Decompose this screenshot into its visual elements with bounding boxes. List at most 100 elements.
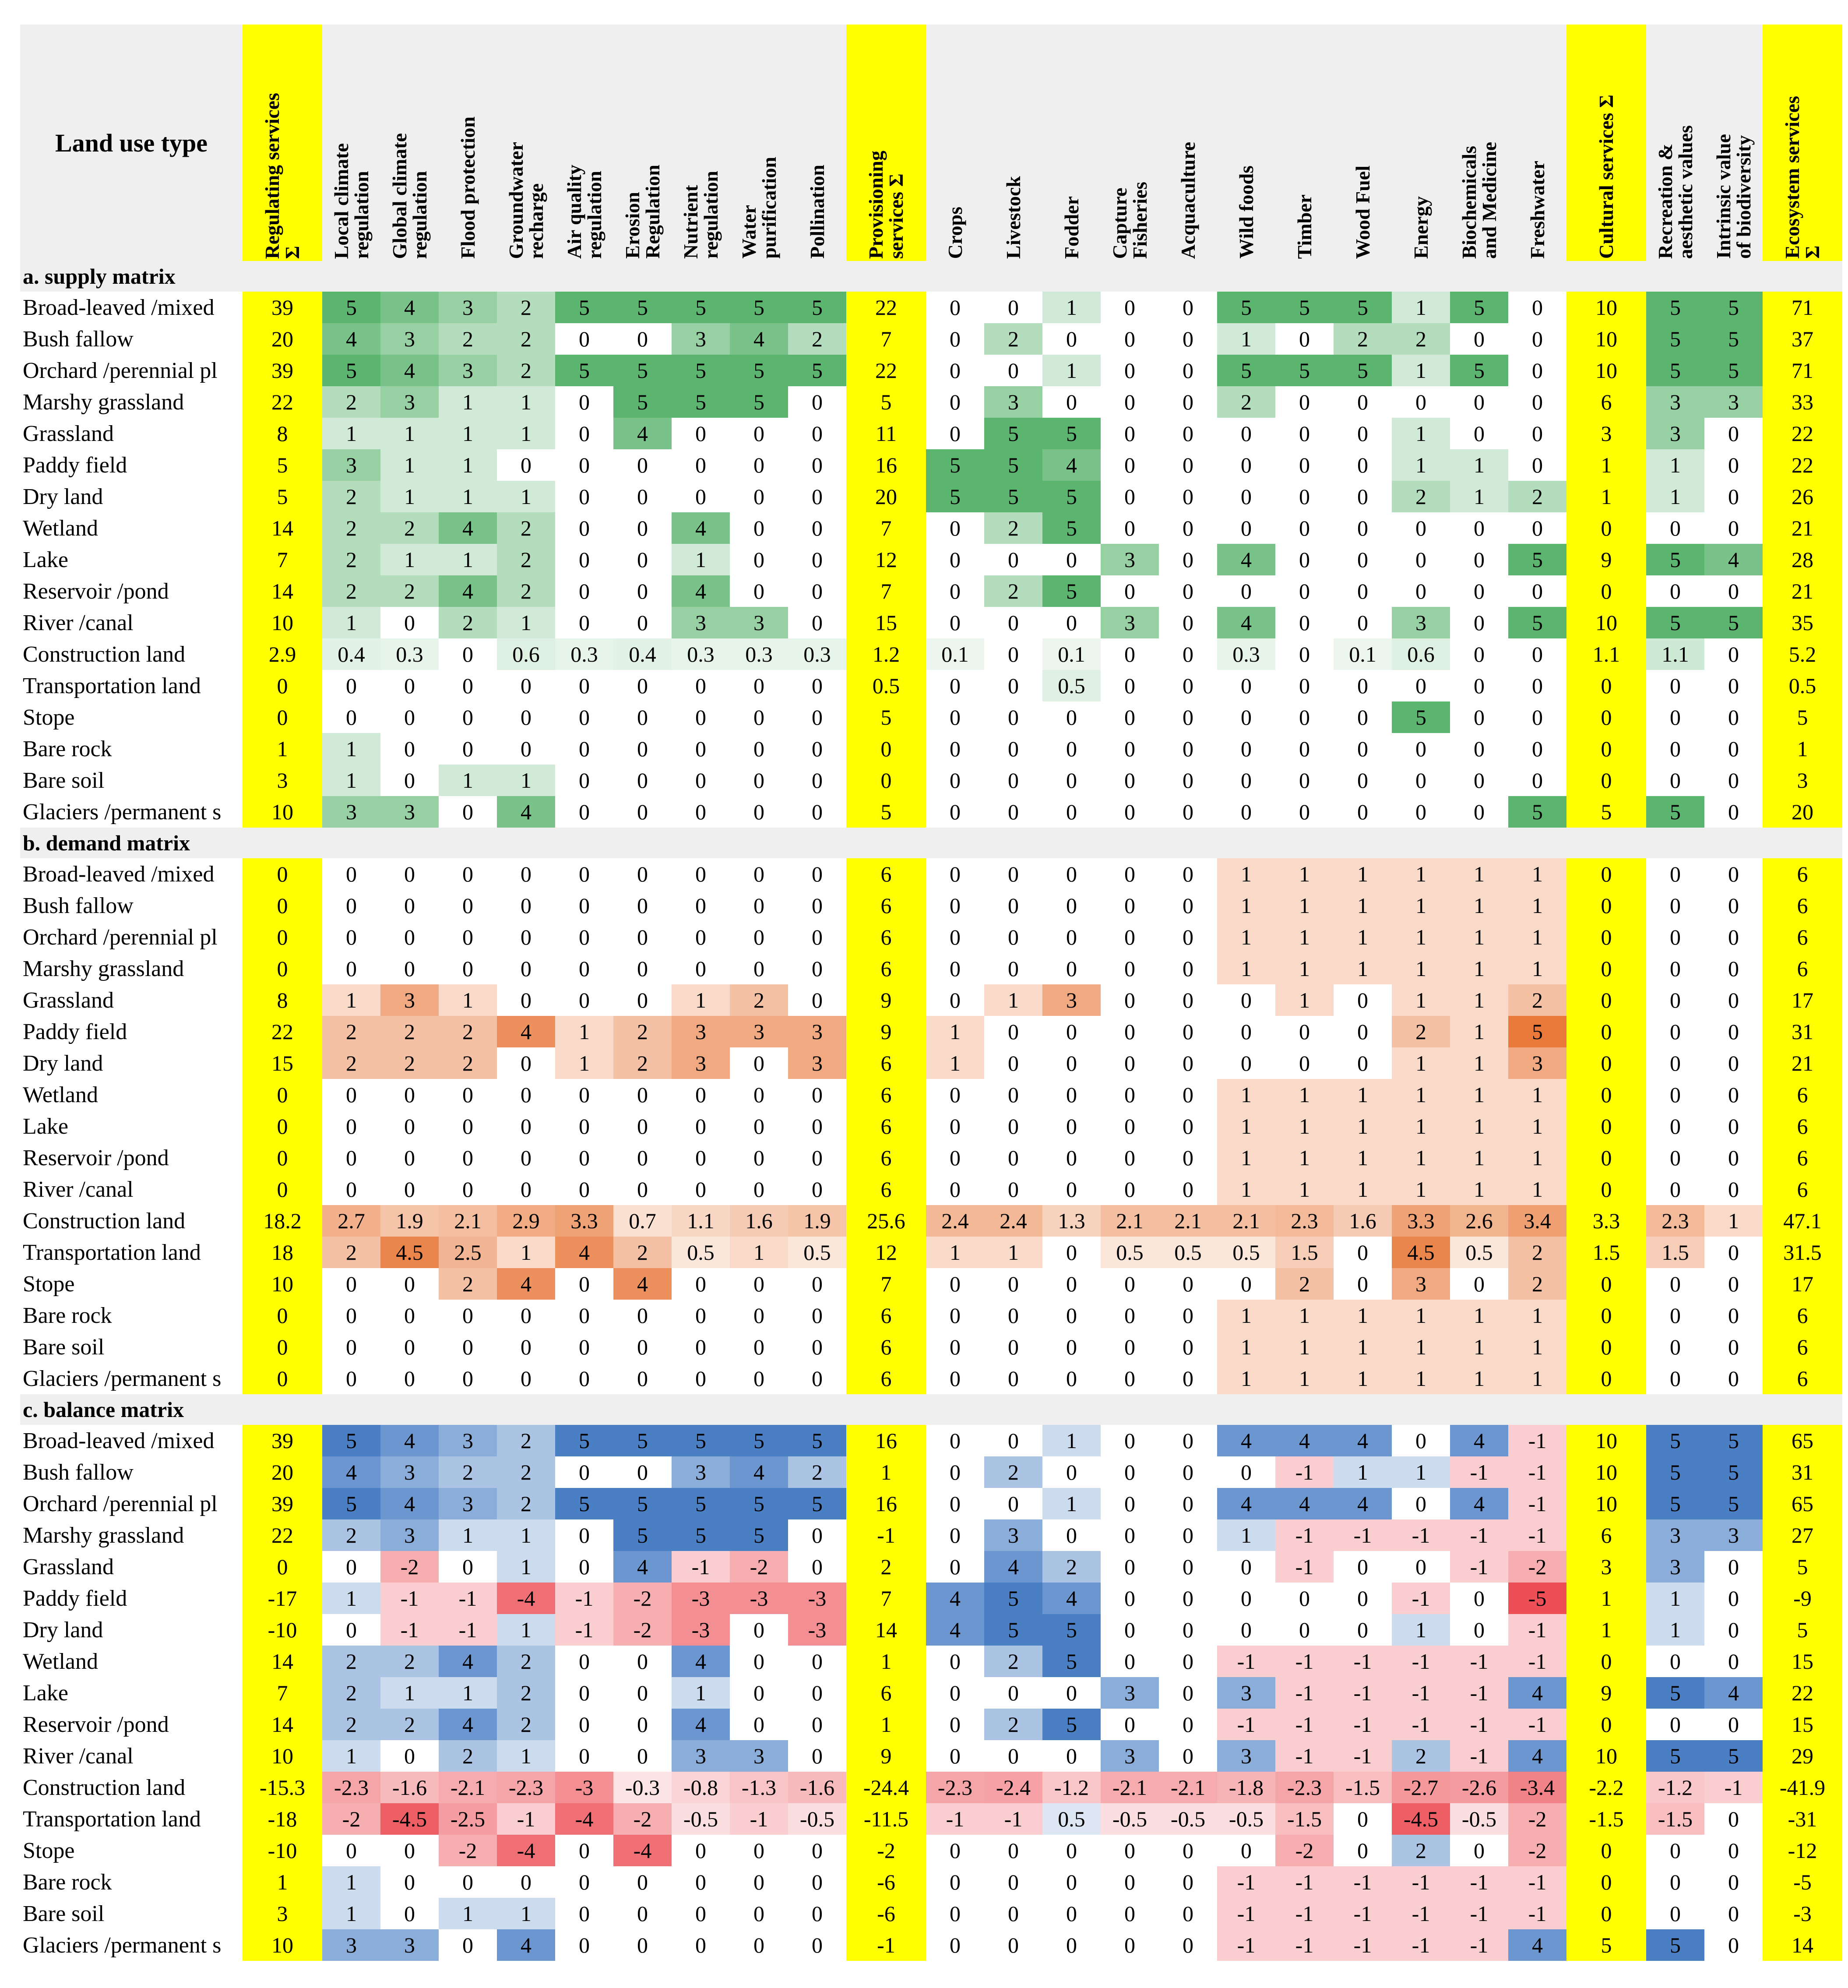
sum-cell-prov_sum: 6 (846, 1331, 926, 1363)
data-cell-water: 0.3 (730, 638, 788, 670)
data-cell-flood: 3 (439, 1488, 497, 1519)
data-cell-biodiversity: 0 (1704, 1110, 1763, 1142)
data-cell-woodfuel: 1 (1334, 953, 1392, 984)
data-cell-flood: 3 (439, 1425, 497, 1456)
data-cell-fisheries: 0 (1101, 765, 1159, 796)
data-cell-woodfuel: -1 (1334, 1709, 1392, 1740)
data-cell-fisheries: 2.1 (1101, 1205, 1159, 1237)
table-row: Bush fallow 20 4 3 2 2 0 0 3 4 2 7 0 2 0 0 0 1 0 2 2 0 0 10 5 5 37 (20, 323, 1842, 355)
data-cell-fodder: 1 (1042, 355, 1101, 386)
sum-cell-cult_sum: 10 (1566, 1425, 1646, 1456)
data-cell-nutrient: 0 (672, 953, 730, 984)
data-cell-nutrient: 0 (672, 1929, 730, 1961)
data-cell-water: -1 (730, 1803, 788, 1835)
data-cell-woodfuel: 1 (1334, 1110, 1392, 1142)
data-cell-aquaculture: 0 (1159, 858, 1217, 890)
row-label: Wetland (23, 1082, 98, 1107)
sum-cell-eco_sum: 31.5 (1763, 1237, 1842, 1268)
row-label: Construction land (23, 1208, 186, 1234)
data-cell-freshwater: 0 (1508, 355, 1566, 386)
data-cell-recreation: 3 (1646, 1551, 1704, 1583)
data-cell-groundwater: 0 (497, 1174, 555, 1205)
data-cell-timber: 0 (1275, 607, 1334, 638)
data-cell-recreation: 5 (1646, 1425, 1704, 1456)
data-cell-erosion: -0.3 (613, 1772, 672, 1803)
data-cell-timber: 0 (1275, 1047, 1334, 1079)
sum-cell-reg_sum: 0 (243, 1174, 322, 1205)
data-cell-pollination: -3 (788, 1614, 846, 1646)
data-cell-global_climate: 3 (380, 1519, 439, 1551)
data-cell-local_climate: 1 (322, 733, 380, 765)
data-cell-global_climate: 0 (380, 1331, 439, 1363)
data-cell-global_climate: 3 (380, 323, 439, 355)
table-row: Transportation land -18 -2 -4.5 -2.5 -1 -4 -2 -0… (20, 1803, 1842, 1835)
data-cell-freshwater: 4 (1508, 1740, 1566, 1772)
data-cell-energy: 1 (1392, 449, 1450, 481)
data-cell-global_climate: 3 (380, 796, 439, 828)
data-cell-energy: 0 (1392, 670, 1450, 701)
data-cell-freshwater: 2 (1508, 1268, 1566, 1300)
data-cell-freshwater: -3.4 (1508, 1772, 1566, 1803)
data-cell-energy: -1 (1392, 1929, 1450, 1961)
data-cell-groundwater: 0 (497, 1110, 555, 1142)
data-cell-aquaculture: 0 (1159, 1047, 1217, 1079)
data-cell-wild: 1 (1217, 1331, 1275, 1363)
data-cell-erosion: 2 (613, 1237, 672, 1268)
sum-cell-eco_sum: 26 (1763, 481, 1842, 512)
data-cell-energy: 3.3 (1392, 1205, 1450, 1237)
data-cell-livestock: 0 (984, 1929, 1042, 1961)
data-cell-local_climate: 2 (322, 575, 380, 607)
data-cell-recreation: 5 (1646, 1677, 1704, 1709)
column-header-text: Pollination (806, 165, 828, 259)
data-cell-groundwater: -1 (497, 1803, 555, 1835)
column-header-text: Fodder (1060, 196, 1083, 259)
sum-cell-cult_sum: 0 (1566, 1142, 1646, 1174)
data-cell-crops: 0 (926, 890, 984, 921)
data-cell-local_climate: 0 (322, 1110, 380, 1142)
data-cell-global_climate: 0 (380, 1268, 439, 1300)
table-row: Bush fallow 0 0 0 0 0 0 0 0 0 0 6 0 0 0 0 0 1 1 1 1 1 1 0 0 0 6 (20, 890, 1842, 921)
data-cell-erosion: 0 (613, 1331, 672, 1363)
data-cell-fisheries: 0 (1101, 1425, 1159, 1456)
sum-cell-cult_sum: -2.2 (1566, 1772, 1646, 1803)
data-cell-groundwater: 1 (497, 1898, 555, 1929)
data-cell-crops: 0 (926, 1110, 984, 1142)
sum-cell-cult_sum: 10 (1566, 1488, 1646, 1519)
column-header-text: Energy (1409, 196, 1432, 259)
data-cell-aquaculture: 0 (1159, 1488, 1217, 1519)
data-cell-fodder: 2 (1042, 1551, 1101, 1583)
sum-cell-cult_sum: 0 (1566, 1016, 1646, 1047)
data-cell-flood: 2 (439, 1740, 497, 1772)
data-cell-energy: 1 (1392, 1456, 1450, 1488)
sum-cell-reg_sum: 39 (243, 1425, 322, 1456)
data-cell-erosion: 4 (613, 1551, 672, 1583)
data-cell-biodiversity: 0 (1704, 1898, 1763, 1929)
data-cell-livestock: 2.4 (984, 1205, 1042, 1237)
data-cell-erosion: 0 (613, 1740, 672, 1772)
data-cell-air: 0 (555, 953, 613, 984)
table-row: River /canal 10 1 0 2 1 0 0 3 3 0 15 0 0 0 3 0 4 0 0 3 0 5 10 5 5… (20, 607, 1842, 638)
sum-cell-prov_sum: 6 (846, 1142, 926, 1174)
data-cell-fodder: 0 (1042, 1142, 1101, 1174)
table-row: Broad-leaved /mixed 0 0 0 0 0 0 0 0 0 0 6 0 0 0 0 0 1 1 1 1 1… (20, 858, 1842, 890)
data-cell-woodfuel: -1 (1334, 1677, 1392, 1709)
sum-cell-reg_sum: 20 (243, 323, 322, 355)
corner-label: Land use type (20, 25, 243, 261)
row-label: Lake (23, 547, 68, 572)
data-cell-freshwater: -1 (1508, 1488, 1566, 1519)
data-cell-pollination: 0 (788, 1740, 846, 1772)
data-cell-flood: 0 (439, 1174, 497, 1205)
data-cell-water: 0 (730, 1866, 788, 1898)
data-cell-biodiversity: 0 (1704, 1174, 1763, 1205)
sum-cell-cult_sum: 9 (1566, 1677, 1646, 1709)
data-cell-woodfuel: 1 (1334, 1363, 1392, 1394)
data-cell-nutrient: -3 (672, 1583, 730, 1614)
sum-cell-prov_sum: 6 (846, 921, 926, 953)
sum-cell-prov_sum: 6 (846, 890, 926, 921)
data-cell-biodiversity: 0 (1704, 481, 1763, 512)
column-header-text: Regulating services Σ (261, 92, 303, 259)
sum-cell-reg_sum: 10 (243, 1740, 322, 1772)
data-cell-freshwater: 0 (1508, 449, 1566, 481)
data-cell-freshwater: -1 (1508, 1709, 1566, 1740)
data-cell-crops: 0 (926, 701, 984, 733)
